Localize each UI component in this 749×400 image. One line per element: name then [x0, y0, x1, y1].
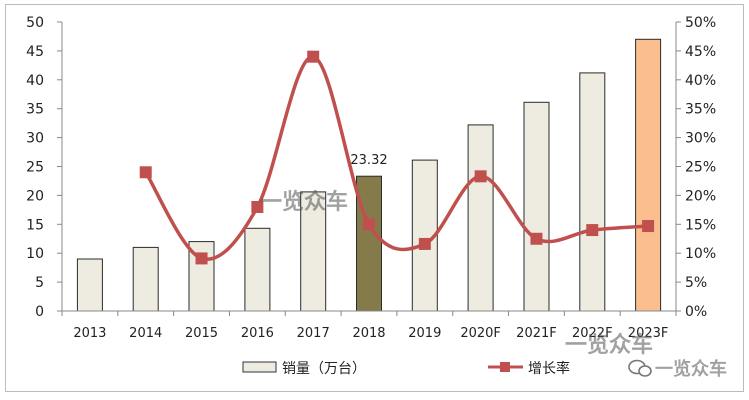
legend-line-marker	[500, 362, 510, 372]
y-left-tick-label: 20	[26, 188, 44, 204]
growth-marker-2016	[251, 200, 264, 213]
bar-2021F	[523, 101, 550, 312]
y-right-tick-label: 50%	[685, 15, 716, 31]
y-left-tick-label: 35	[26, 102, 44, 118]
y-right-tick-label: 45%	[685, 44, 716, 60]
y-left-tick-label: 15	[26, 217, 44, 233]
data-label-2018: 23.32	[350, 153, 387, 168]
y-right-tick-label: 30%	[685, 131, 716, 147]
watermarks-layer: 一览众车 一览众车 一览众车	[260, 189, 727, 380]
y-left-tick-label: 0	[35, 304, 44, 320]
growth-marker-2023F	[642, 220, 655, 233]
y-right-tick-label: 5%	[685, 275, 707, 291]
legend-line-label: 增长率	[528, 360, 570, 377]
growth-marker-2015	[195, 252, 208, 265]
bar-2014	[132, 246, 159, 312]
y-right-tick-label: 25%	[685, 160, 716, 176]
x-tick-label: 2017	[297, 326, 330, 341]
growth-marker-2019	[418, 237, 431, 250]
y-left-tick-label: 10	[26, 246, 44, 262]
y-left-tick-label: 45	[26, 44, 44, 60]
y-left-tick-label: 30	[26, 131, 44, 147]
x-tick-label: 2014	[129, 326, 162, 341]
x-tick-label: 2020F	[460, 326, 501, 341]
x-tick-label: 2021F	[516, 326, 557, 341]
y-left-tick-label: 40	[26, 73, 44, 89]
x-tick-label: 2023F	[628, 326, 669, 341]
y-right-tick-label: 40%	[685, 73, 716, 89]
growth-marker-2020F	[474, 170, 487, 183]
y-right-tick-label: 35%	[685, 102, 716, 118]
labels-layer: 23.32	[350, 153, 387, 168]
x-tick-label: 2016	[241, 326, 274, 341]
bar-2016	[244, 227, 271, 312]
y-right-tick-label: 0%	[685, 304, 707, 320]
growth-marker-2017	[307, 50, 320, 63]
growth-marker-2014	[139, 166, 152, 179]
growth-marker-2022F	[586, 224, 599, 237]
bar-2020F	[467, 124, 494, 312]
watermark-wechat: 一览众车	[655, 358, 727, 380]
x-tick-label: 2018	[352, 326, 385, 341]
bars-layer	[76, 38, 662, 312]
x-tick-label: 2015	[185, 326, 218, 341]
y-left-tick-label: 50	[26, 15, 44, 31]
growth-marker-2018	[363, 218, 375, 231]
bar-2018	[356, 175, 382, 312]
x-tick-label: 2019	[408, 326, 441, 341]
y-right-tick-label: 10%	[685, 246, 716, 262]
y-left-tick-label: 25	[26, 160, 44, 176]
y-left-tick-label: 5	[35, 275, 44, 291]
wechat-icon	[628, 359, 652, 377]
x-tick-label: 2013	[73, 326, 106, 341]
y-right-tick-label: 20%	[685, 188, 716, 204]
x-tick-label: 2022F	[572, 326, 613, 341]
growth-rate-line	[144, 54, 649, 262]
line-layer	[139, 50, 655, 265]
bar-2013	[76, 258, 103, 312]
bar-2022F	[579, 72, 606, 312]
growth-marker-2021F	[530, 232, 543, 245]
watermark-center: 一览众车	[260, 189, 348, 215]
legend-bar-swatch	[242, 361, 277, 373]
bar-2023F	[635, 38, 662, 312]
axes-layer: 0 5 10 15 20 25 30 35 40 45 50 0% 5% 10% 15% 20% 25% 30% 3…	[26, 15, 716, 341]
y-right-tick-label: 15%	[685, 217, 716, 233]
watermark-bottom: 一览众车	[565, 332, 653, 358]
legend: 销量（万台） 增长率	[242, 360, 570, 377]
legend-bar-label: 销量（万台）	[282, 361, 366, 377]
